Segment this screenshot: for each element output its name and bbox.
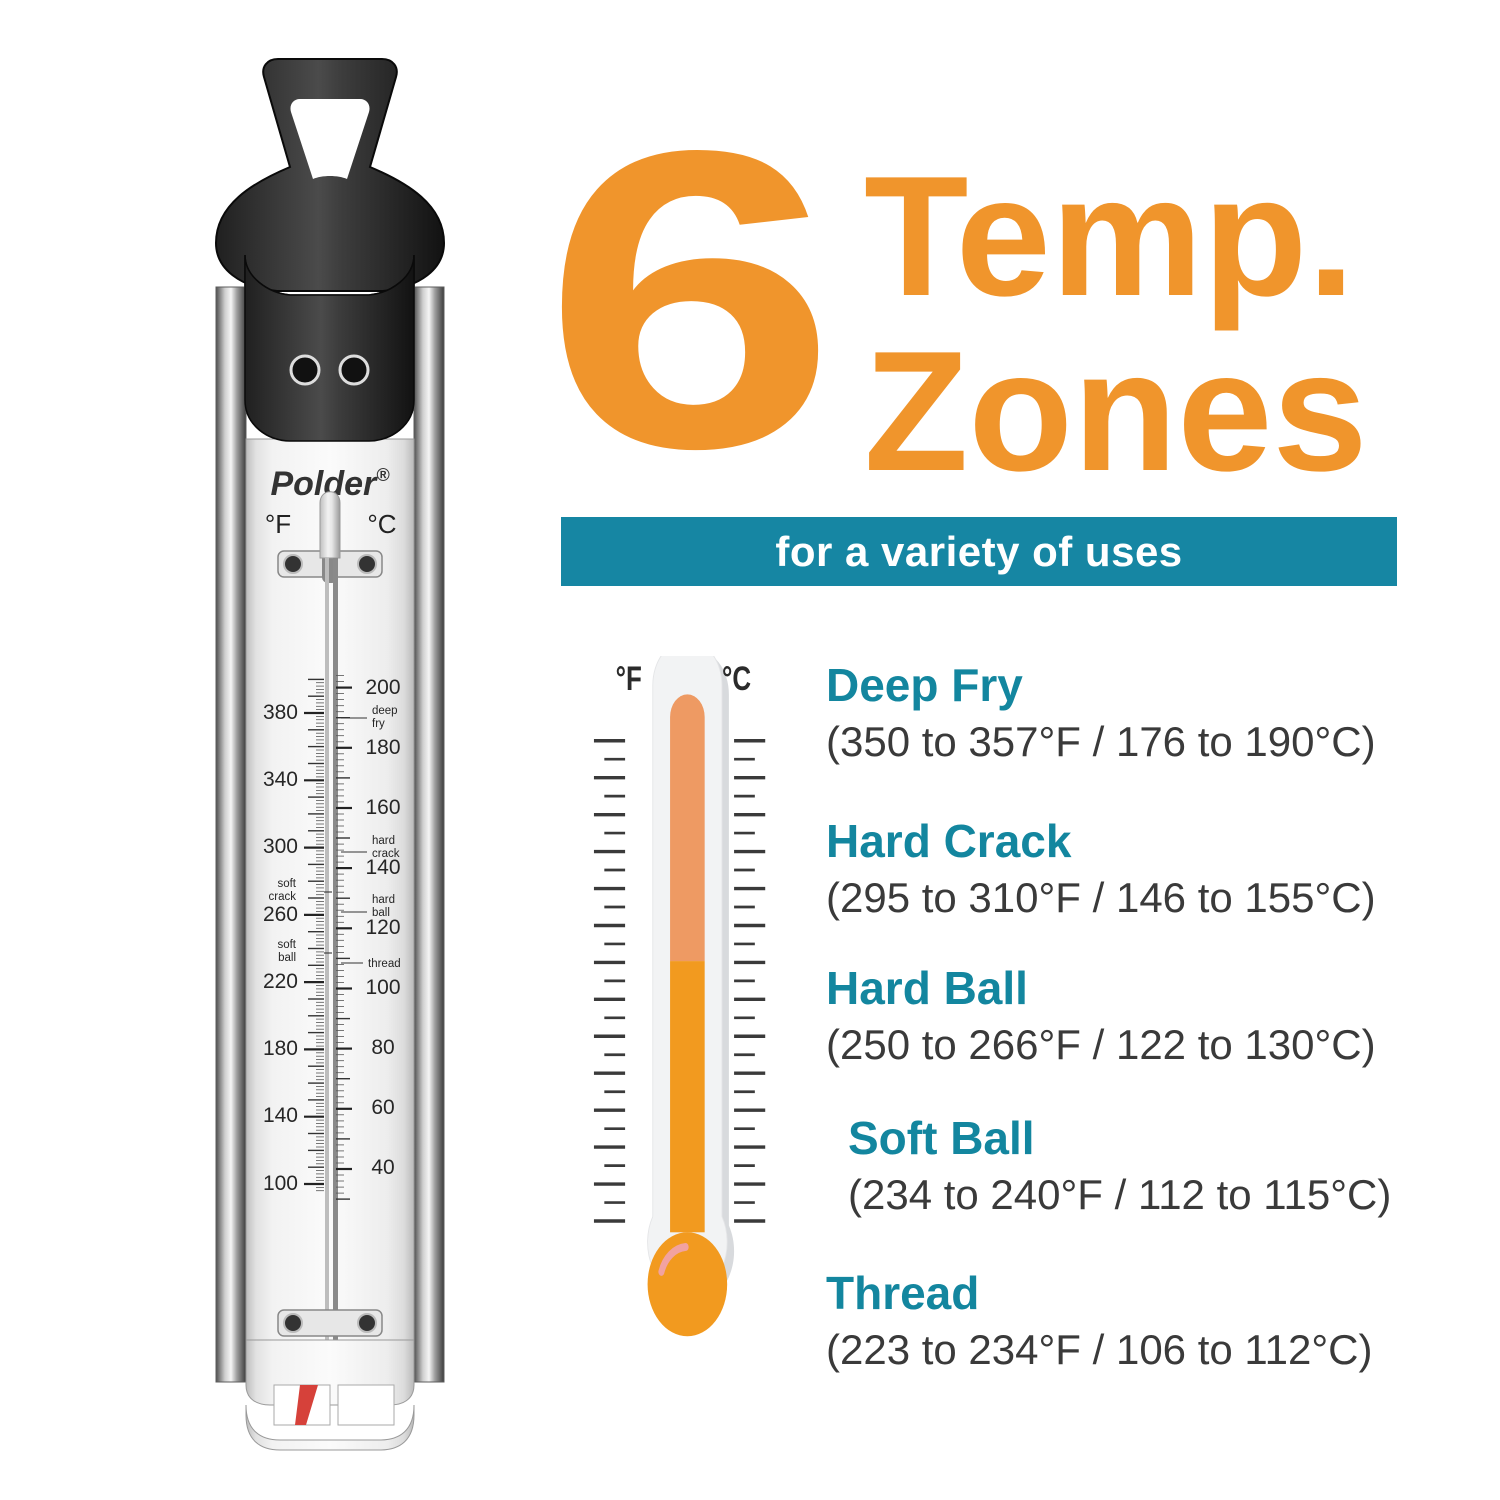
svg-text:°F: °F <box>616 661 642 698</box>
svg-text:300: 300 <box>263 835 298 858</box>
svg-text:fry: fry <box>372 718 385 730</box>
svg-text:180: 180 <box>365 736 400 759</box>
svg-text:120: 120 <box>365 916 400 939</box>
svg-text:soft: soft <box>277 878 296 890</box>
svg-text:deep: deep <box>372 705 398 717</box>
svg-text:crack: crack <box>372 848 400 860</box>
svg-text:Zones: Zones <box>864 316 1368 490</box>
svg-text:Temp.: Temp. <box>864 141 1355 332</box>
svg-text:180: 180 <box>263 1037 298 1060</box>
svg-text:340: 340 <box>263 768 298 791</box>
svg-text:ball: ball <box>278 952 296 964</box>
svg-text:hard: hard <box>372 894 395 906</box>
svg-text:6: 6 <box>560 130 827 490</box>
svg-text:hard: hard <box>372 835 395 847</box>
svg-text:100: 100 <box>365 976 400 999</box>
svg-text:°F: °F <box>265 509 291 539</box>
svg-text:ball: ball <box>372 907 390 919</box>
svg-text:200: 200 <box>365 676 400 699</box>
svg-text:crack: crack <box>269 891 297 903</box>
svg-text:thread: thread <box>368 958 401 970</box>
svg-text:°C: °C <box>367 509 396 539</box>
svg-text:260: 260 <box>263 903 298 926</box>
svg-text:60: 60 <box>371 1096 394 1119</box>
svg-text:80: 80 <box>371 1036 394 1059</box>
svg-text:40: 40 <box>371 1156 394 1179</box>
svg-text:380: 380 <box>263 701 298 724</box>
svg-text:220: 220 <box>263 970 298 993</box>
svg-text:160: 160 <box>365 796 400 819</box>
svg-text:100: 100 <box>263 1172 298 1195</box>
svg-text:soft: soft <box>277 939 296 951</box>
svg-text:°C: °C <box>722 661 751 698</box>
svg-text:140: 140 <box>263 1104 298 1127</box>
